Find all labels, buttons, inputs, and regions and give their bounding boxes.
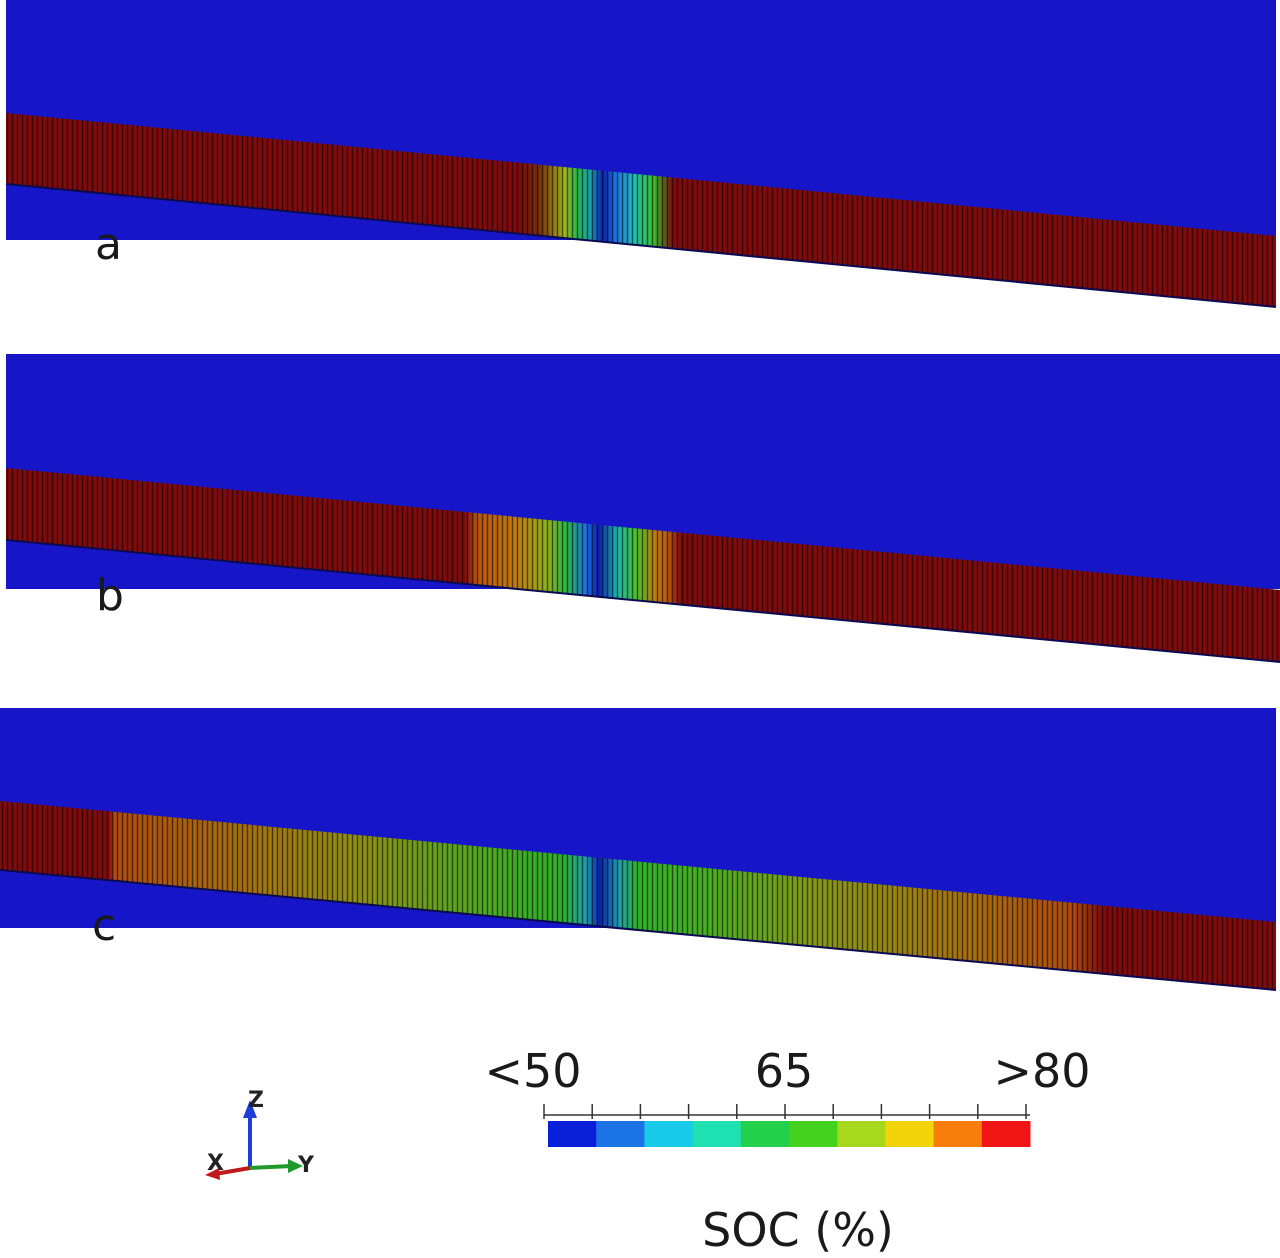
coordinate-triad: Z X Y	[205, 1088, 315, 1180]
colorbar-swatch	[692, 1121, 742, 1147]
triad-z-label: Z	[248, 1088, 264, 1113]
electrode-hatch-c	[0, 801, 1276, 990]
colorbar-swatch	[740, 1121, 790, 1147]
electrode-edge-a	[5, 183, 1277, 308]
colorbar-swatch	[837, 1121, 886, 1147]
triad-y-arrowhead	[288, 1159, 303, 1173]
colorbar-swatch	[596, 1121, 645, 1147]
colorbar-swatch	[548, 1121, 597, 1147]
colorbar-swatch	[933, 1121, 983, 1147]
triad-x-axis	[214, 1166, 251, 1176]
triad-x-label: X	[207, 1151, 224, 1176]
triad-y-axis	[249, 1164, 293, 1170]
colorbar-swatch	[644, 1121, 694, 1147]
triad-y-label: Y	[297, 1153, 315, 1178]
triad-z-arrowhead	[243, 1100, 257, 1118]
electrode-edge-c	[0, 869, 1277, 991]
electrode-hatch-a	[6, 113, 1276, 307]
colorbar-swatch	[885, 1121, 935, 1147]
electrode-hatch-b	[6, 468, 1280, 662]
colorbar-swatches	[548, 1121, 1031, 1147]
colorbar-swatch	[981, 1121, 1031, 1147]
colorbar-swatch	[789, 1121, 838, 1147]
panel-label-b: b	[96, 570, 124, 621]
colorbar-title: SOC (%)	[702, 1203, 894, 1257]
colorbar: <50 65 >80 SOC (%)	[484, 1044, 1090, 1257]
colorbar-label-min: <50	[484, 1044, 581, 1098]
panel-b: b	[5, 354, 1280, 663]
colorbar-label-mid: 65	[755, 1044, 814, 1098]
triad-x-arrowhead	[205, 1168, 220, 1180]
panel-label-c: c	[92, 900, 116, 951]
colorbar-ticks	[543, 1104, 1027, 1119]
panel-c: c	[0, 708, 1277, 991]
electrode-edge-b	[5, 539, 1280, 663]
panel-a: a	[5, 0, 1277, 308]
panel-label-a: a	[95, 219, 122, 270]
colorbar-label-max: >80	[993, 1044, 1090, 1098]
